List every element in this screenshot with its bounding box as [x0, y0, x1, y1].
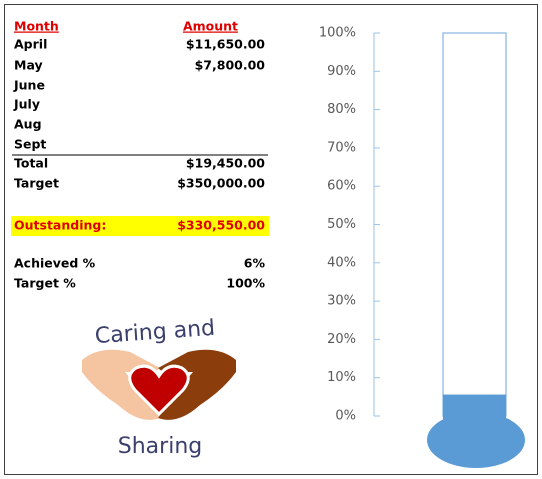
outstanding-value: $330,550.00 [177, 218, 265, 233]
header-amount: Amount [183, 19, 238, 34]
y-tick-label: 50% [327, 217, 356, 232]
month: June [13, 78, 45, 93]
y-tick-label: 60% [327, 179, 356, 194]
outstanding-label: Outstanding: [14, 218, 106, 233]
sheet: Month Amount Caring and Sharing April$11… [0, 0, 542, 479]
total-label: Target [14, 176, 59, 191]
y-tick-label: 30% [327, 294, 356, 309]
y-tick-label: 10% [327, 370, 356, 385]
logo-bottom: Sharing [118, 434, 202, 459]
total-value: $19,450.00 [186, 156, 265, 171]
y-tick-label: 20% [327, 332, 356, 347]
month: July [13, 97, 40, 112]
total-label: Total [14, 156, 48, 171]
month: Aug [14, 117, 42, 132]
tube [443, 33, 506, 416]
y-tick-label: 90% [327, 64, 356, 79]
amount: $11,650.00 [186, 37, 265, 52]
y-tick-label: 80% [327, 102, 356, 117]
bar [443, 395, 506, 424]
total-value: $350,000.00 [177, 176, 265, 191]
month: Sept [14, 137, 46, 152]
y-tick-label: 0% [335, 409, 356, 424]
month: April [14, 37, 47, 52]
amount: $7,800.00 [195, 58, 266, 73]
y-tick-label: 40% [327, 255, 356, 270]
y-tick-label: 70% [327, 140, 356, 155]
header-month: Month [14, 19, 59, 34]
y-tick-label: 100% [319, 26, 356, 41]
percent-label: Target % [14, 276, 76, 291]
percent-value: 100% [226, 276, 265, 291]
percent-value: 6% [244, 256, 266, 271]
percent-label: Achieved % [14, 256, 96, 271]
month: May [14, 58, 43, 73]
